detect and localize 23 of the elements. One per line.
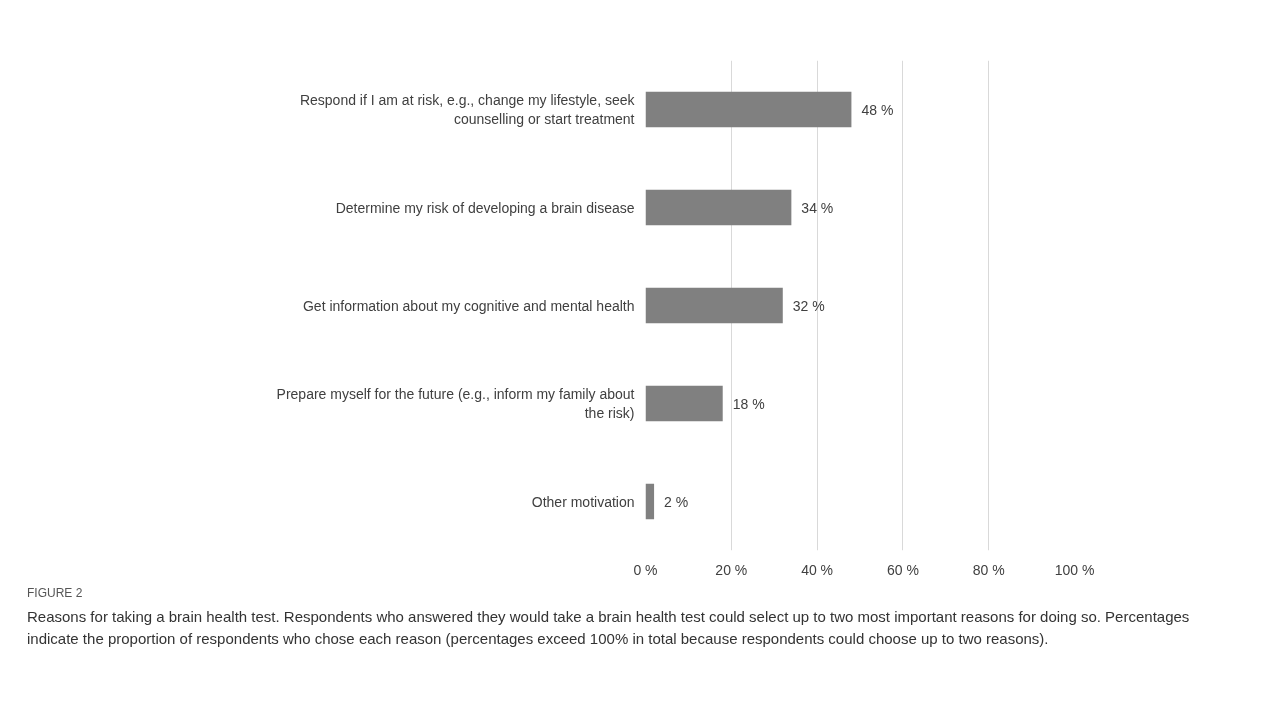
- x-tick-label: 0 %: [633, 561, 658, 578]
- bar: [645, 385, 723, 422]
- data-label: 18 %: [732, 395, 765, 412]
- bar: [645, 287, 783, 324]
- bar: [645, 189, 792, 226]
- bar: [645, 91, 852, 128]
- text: Reasons for taking a brain health test. Respondents who answered they would take a brain health test could select up to two most important reasons for doing so. Percentages indicate the proportion of respondents who chose each reason (percentages exceed 100% in total because respondents could choose up to two reasons).: [27, 607, 1191, 649]
- x-tick-label: 60 %: [886, 561, 919, 578]
- y-tick-label: Other motivation: [531, 493, 635, 510]
- caption: FIGURE 2: [27, 585, 84, 602]
- x-tick-label: 80 %: [972, 561, 1005, 578]
- x-tick-label: 100 %: [1054, 561, 1095, 578]
- data-label: 34 %: [801, 199, 834, 216]
- y-tick-label: Respond if I am at risk, e.g., change my lifestyle, seek counselling or start treatment: [299, 91, 636, 128]
- x-tick-label: 40 %: [801, 561, 834, 578]
- data-label: 48 %: [861, 101, 894, 118]
- bar: [645, 483, 655, 520]
- y-tick-label: Determine my risk of developing a brain disease: [335, 199, 635, 216]
- data-label: 32 %: [792, 297, 825, 314]
- y-tick-label: Prepare myself for the future (e.g., inform my family about the risk): [276, 385, 635, 422]
- y-tick-label: Get information about my cognitive and mental health: [302, 297, 635, 314]
- x-tick-label: 20 %: [715, 561, 748, 578]
- data-label: 2 %: [664, 493, 689, 510]
